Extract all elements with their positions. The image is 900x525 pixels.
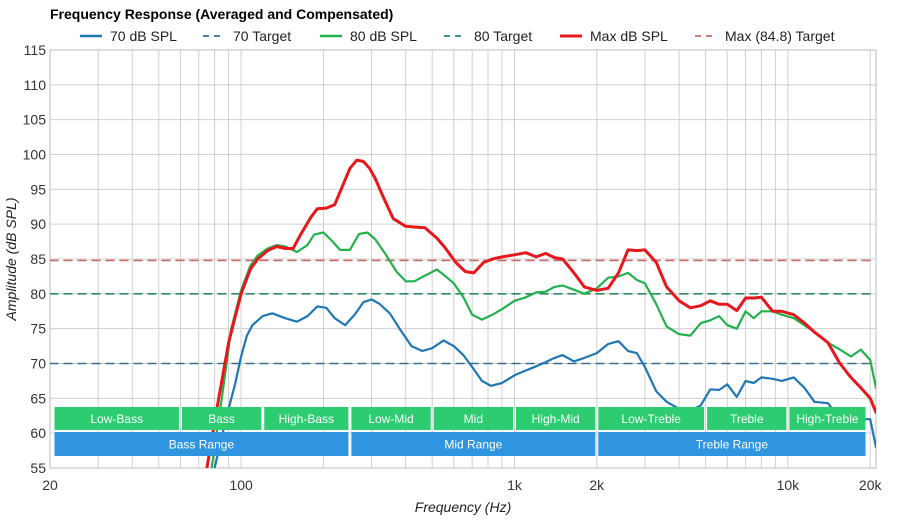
band-label-high-treble: High-Treble <box>796 412 859 426</box>
range-bands: Low-Bass Bass High-Bass Low-Mid Mid High-Mid L… <box>54 407 866 456</box>
x-tick-label: 10k <box>777 477 801 493</box>
x-tick-label: 2k <box>589 477 605 493</box>
chart-title: Frequency Response (Averaged and Compens… <box>50 6 394 22</box>
y-tick-label: 55 <box>30 460 46 476</box>
legend-label: Max dB SPL <box>590 28 668 44</box>
y-tick-label: 80 <box>30 286 46 302</box>
x-tick-label: 1k <box>507 477 523 493</box>
band-mid-range <box>351 432 596 456</box>
band-label-low-mid: Low-Mid <box>368 412 413 426</box>
legend-label: 80 dB SPL <box>350 28 417 44</box>
band-label-mid-range: Mid Range <box>444 438 502 452</box>
y-tick-label: 60 <box>30 425 46 441</box>
band-bass-range <box>54 432 349 456</box>
y-tick-label: 95 <box>30 181 46 197</box>
band-high-treble <box>789 407 866 430</box>
y-tick-label: 110 <box>24 77 47 93</box>
band-treble <box>707 407 787 430</box>
y-tick-label: 115 <box>24 42 47 58</box>
x-tick-label: 20 <box>42 477 58 493</box>
y-tick-label: 85 <box>30 251 46 267</box>
legend: 70 dB SPL 70 Target 80 dB SPL 80 Target Max … <box>80 28 835 44</box>
legend-label: 70 Target <box>233 28 291 44</box>
band-treble-range <box>598 432 866 456</box>
series-lines <box>50 158 876 468</box>
band-low-mid <box>351 407 431 430</box>
y-tick-label: 65 <box>30 390 46 406</box>
plot-frame <box>49 49 877 469</box>
band-high-bass <box>264 407 349 430</box>
y-tick-label: 100 <box>23 147 47 163</box>
series-line-80-db-spl <box>210 231 876 468</box>
y-tick-label: 105 <box>23 112 47 128</box>
band-label-high-bass: High-Bass <box>279 412 334 426</box>
band-mid <box>433 407 514 430</box>
legend-label: 70 dB SPL <box>110 28 177 44</box>
y-axis-label: Amplitude (dB SPL) <box>3 198 19 322</box>
series-line-max-db-spl <box>205 158 876 468</box>
y-tick-label: 90 <box>30 216 46 232</box>
band-label-treble-range: Treble Range <box>696 438 769 452</box>
band-label-treble: Treble <box>730 412 764 426</box>
band-low-bass <box>54 407 179 430</box>
y-tick-label: 75 <box>30 321 46 337</box>
band-label-bass: Bass <box>208 412 235 426</box>
x-tick-label: 20k <box>859 477 883 493</box>
band-high-mid <box>516 407 596 430</box>
band-label-bass-range: Bass Range <box>169 438 235 452</box>
x-tick-label: 100 <box>229 477 253 493</box>
legend-label: 80 Target <box>474 28 532 44</box>
series-line-70-db-spl <box>213 298 876 468</box>
band-label-low-treble: Low-Treble <box>621 412 681 426</box>
y-tick-label: 70 <box>30 356 46 372</box>
band-label-low-bass: Low-Bass <box>90 412 143 426</box>
band-label-mid: Mid <box>464 412 483 426</box>
band-bass <box>181 407 262 430</box>
band-low-treble <box>598 407 705 430</box>
band-label-high-mid: High-Mid <box>532 412 580 426</box>
legend-label: Max (84.8) Target <box>725 28 835 44</box>
grid <box>49 49 877 469</box>
x-axis-label: Frequency (Hz) <box>415 499 511 515</box>
